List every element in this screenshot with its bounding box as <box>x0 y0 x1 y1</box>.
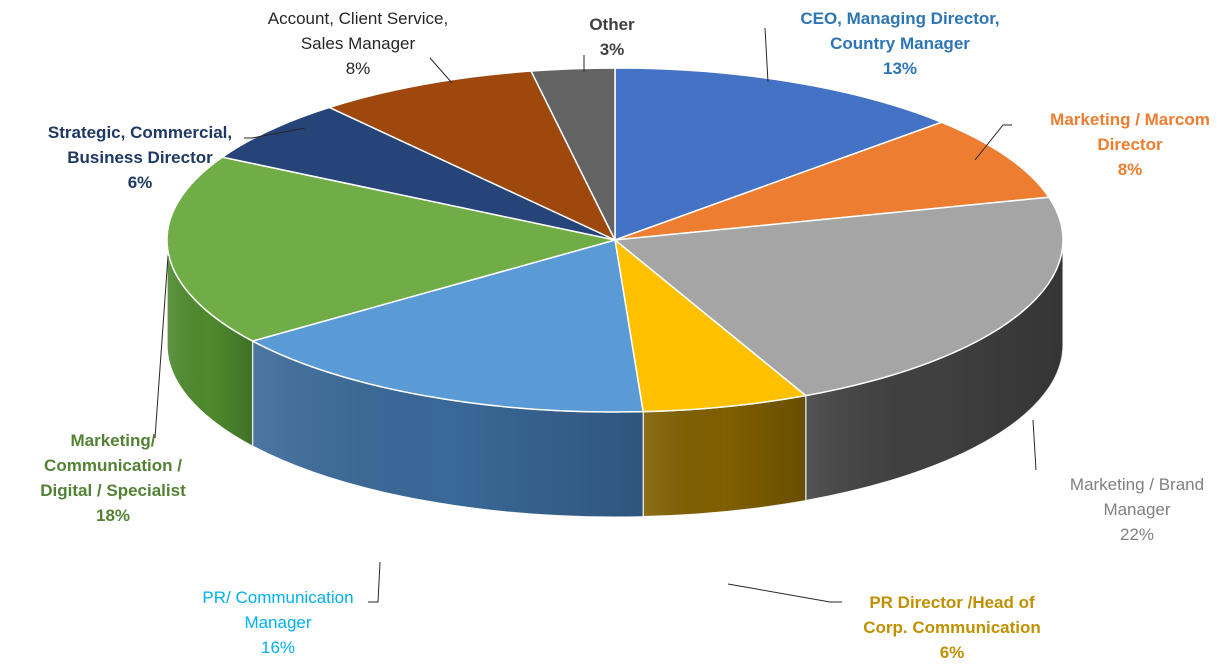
pie-slice <box>614 121 1050 241</box>
slice-percent-label: 6% <box>940 643 965 662</box>
pie-side-shade <box>805 240 1063 501</box>
pie-slice <box>614 67 943 241</box>
slice-category-label: Manager <box>1103 500 1170 519</box>
pie-sides <box>166 239 1064 518</box>
leader-line <box>429 57 453 84</box>
slice-category-label: Account, Client Service, <box>268 9 448 28</box>
slice-percent-label: 3% <box>600 40 625 59</box>
leader-line <box>1032 419 1037 471</box>
slice-category-label: Other <box>589 15 635 34</box>
pie-slice <box>614 239 807 413</box>
slice-category-label: Corp. Communication <box>863 618 1041 637</box>
slice-category-label: Business Director <box>67 148 213 167</box>
slice-category-label: Manager <box>244 613 311 632</box>
slice-category-label: Marketing / Marcom <box>1050 110 1210 129</box>
pie-side-shade <box>252 341 644 517</box>
leader-line <box>368 561 381 603</box>
slice-category-label: Digital / Specialist <box>40 481 186 500</box>
pie-slice <box>328 70 616 241</box>
pie-slice <box>221 106 616 241</box>
leader-line <box>974 124 1012 161</box>
leader-line <box>727 583 842 603</box>
slice-labels: CEO, Managing Director, Country Manager 13… <box>40 9 1210 662</box>
slice-category-label: Marketing/ <box>70 431 155 450</box>
slice-percent-label: 16% <box>261 638 295 657</box>
slice-category-label: PR Director /Head of <box>869 593 1035 612</box>
pie-side-shade <box>643 395 806 517</box>
slice-percent-label: 6% <box>128 173 153 192</box>
slice-category-label: Communication / <box>44 456 182 475</box>
leader-lines <box>154 27 1037 603</box>
pie-slice <box>530 67 616 241</box>
slice-category-label: Director <box>1097 135 1163 154</box>
pie-slice <box>251 239 644 413</box>
pie-slice <box>166 156 616 342</box>
slice-category-label: Marketing / Brand <box>1070 475 1204 494</box>
slice-percent-label: 22% <box>1120 525 1154 544</box>
pie-tops <box>166 67 1064 413</box>
slice-category-label: PR/ Communication <box>202 588 353 607</box>
pie-side-shade <box>167 240 253 447</box>
leader-line <box>764 27 769 83</box>
slice-category-label: Sales Manager <box>301 34 416 53</box>
leader-line <box>154 255 169 439</box>
slice-percent-label: 18% <box>96 506 130 525</box>
pie-slice <box>614 196 1064 397</box>
slice-percent-label: 13% <box>883 59 917 78</box>
slice-percent-label: 8% <box>1118 160 1143 179</box>
slice-category-label: Country Manager <box>830 34 970 53</box>
slice-category-label: CEO, Managing Director, <box>800 9 999 28</box>
slice-percent-label: 8% <box>346 59 371 78</box>
slice-category-label: Strategic, Commercial, <box>48 123 232 142</box>
leader-line <box>244 127 306 139</box>
